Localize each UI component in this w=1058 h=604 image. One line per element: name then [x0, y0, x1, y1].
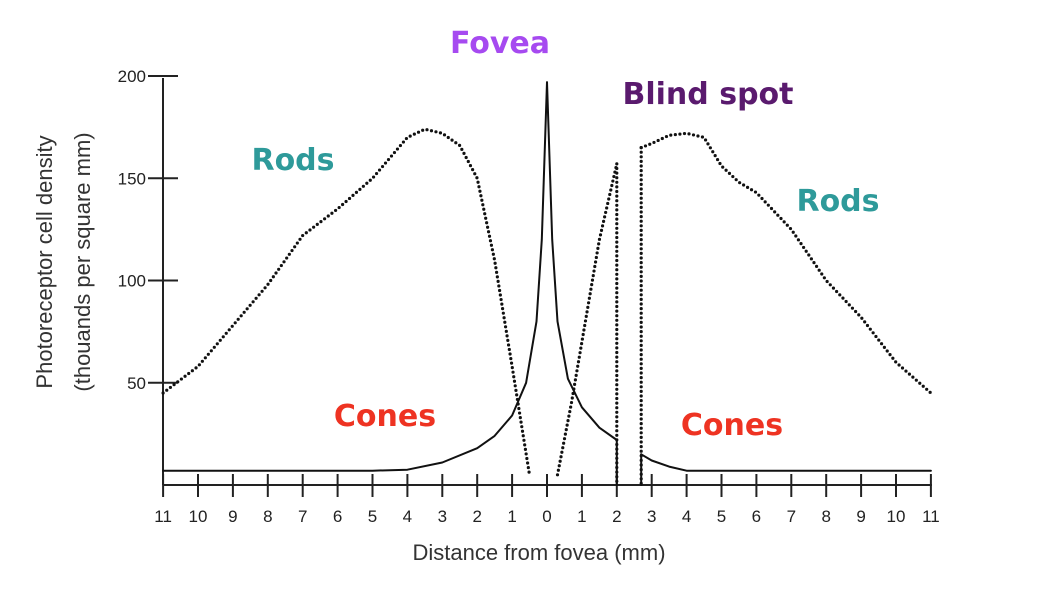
y-tick-label-200: 200	[118, 67, 146, 86]
y-tick-label-50: 50	[127, 374, 146, 393]
y-axis-title-line1: Photoreceptor cell density	[32, 135, 57, 388]
x-tick-label-20: 9	[856, 507, 865, 526]
series-0-segment-0	[161, 127, 532, 477]
x-tick-label-5: 6	[333, 507, 342, 526]
x-tick-label-8: 3	[438, 507, 447, 526]
x-tick-label-1: 10	[189, 507, 208, 526]
x-tick-label-15: 4	[682, 507, 691, 526]
x-tick-label-11: 0	[542, 507, 551, 526]
x-tick-label-16: 5	[717, 507, 726, 526]
y-tick-label-100: 100	[118, 272, 146, 291]
fovea-label: Fovea	[450, 26, 550, 61]
series-1-segment-0	[162, 81, 618, 472]
y-ticks: 50 100 150 200	[118, 67, 178, 393]
cones-label-right: Cones	[681, 408, 783, 443]
x-tick-label-21: 10	[887, 507, 906, 526]
x-tick-label-0: 11	[154, 507, 172, 526]
x-tick-label-2: 9	[228, 507, 237, 526]
x-ticks: 11 10 9 8 7 6 5 4 3 2 1 0 1 2 3 4 5 6 7 8 9 10 11	[154, 474, 940, 526]
cones-label-left: Cones	[334, 399, 436, 434]
y-axis-title-line2: (thouands per square mm)	[70, 132, 95, 391]
x-tick-label-12: 1	[577, 507, 586, 526]
x-tick-label-3: 8	[263, 507, 272, 526]
y-tick-label-150: 150	[118, 169, 146, 188]
x-tick-label-19: 8	[821, 507, 830, 526]
series-layer	[161, 81, 933, 487]
x-tick-label-17: 6	[752, 507, 761, 526]
x-tick-label-6: 5	[368, 507, 377, 526]
x-axis-title: Distance from fovea (mm)	[412, 540, 665, 565]
x-tick-label-18: 7	[787, 507, 796, 526]
x-tick-label-13: 2	[612, 507, 621, 526]
blind-spot-label: Blind spot	[623, 77, 794, 112]
series-0-segment-1	[555, 162, 619, 477]
x-tick-label-4: 7	[298, 507, 307, 526]
rods-label-left: Rods	[251, 143, 334, 178]
x-tick-label-22: 11	[922, 507, 940, 526]
x-tick-label-14: 3	[647, 507, 656, 526]
x-tick-label-10: 1	[507, 507, 516, 526]
x-tick-label-7: 4	[403, 507, 412, 526]
x-tick-label-9: 2	[472, 507, 481, 526]
series-1-segment-1	[640, 453, 932, 472]
rods-label-right: Rods	[796, 184, 879, 219]
series-0-segment-2	[639, 131, 933, 395]
